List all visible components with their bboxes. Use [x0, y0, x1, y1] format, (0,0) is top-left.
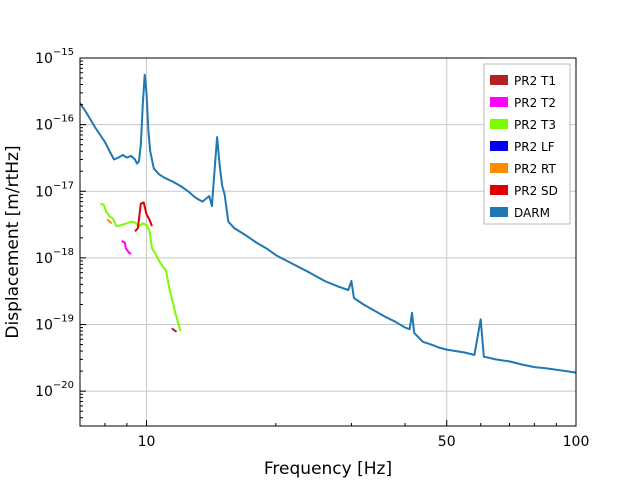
series-line-darm: [79, 73, 577, 374]
y-tick-base: 10: [35, 251, 53, 267]
y-tick-label: 10−17: [35, 180, 74, 200]
y-tick-base: 10: [35, 51, 53, 67]
legend-label: PR2 T3: [514, 118, 556, 132]
legend-label: PR2 LF: [514, 140, 555, 154]
y-tick-base: 10: [35, 384, 53, 400]
y-tick-base: 10: [35, 184, 53, 200]
y-tick-base: 10: [35, 118, 53, 134]
series-line-pr2-t2: [121, 240, 132, 255]
series-line-pr2-t1: [171, 327, 178, 333]
plot-frame: [79, 57, 577, 427]
y-tick-exponent: −17: [53, 180, 74, 191]
y-tick-label: 10−18: [35, 247, 74, 267]
x-tick-label: 100: [563, 434, 590, 450]
y-tick-label: 10−19: [35, 314, 74, 334]
legend-swatch: [490, 163, 508, 173]
y-tick-label: 10−20: [35, 380, 74, 400]
y-axis-title: Displacement [m/rtHz]: [3, 145, 23, 338]
y-tick-exponent: −15: [53, 47, 74, 58]
x-tick-label: 10: [138, 434, 156, 450]
series-group: [79, 73, 577, 374]
y-tick-exponent: −18: [53, 247, 74, 258]
legend-swatch: [490, 185, 508, 195]
legend-swatch: [490, 75, 508, 85]
legend-swatch: [490, 207, 508, 217]
series-line-pr2-sd: [134, 201, 153, 233]
y-tick-label: 10−15: [35, 47, 74, 67]
legend-swatch: [490, 97, 508, 107]
legend-label: PR2 T2: [514, 96, 556, 110]
legend-label: PR2 T1: [514, 74, 556, 88]
legend: PR2 T1 PR2 T2 PR2 T3 PR2 LF PR2 RT PR2 SD DARM: [483, 63, 571, 225]
y-tick-exponent: −19: [53, 314, 74, 325]
y-tick-exponent: −20: [53, 380, 74, 391]
legend-label: PR2 RT: [514, 162, 556, 176]
legend-swatch: [490, 119, 508, 129]
ticks: [79, 57, 577, 426]
legend-label: DARM: [514, 206, 550, 220]
series-line-pr2-rt: [106, 218, 113, 225]
y-tick-base: 10: [35, 318, 53, 334]
series-line-pr2-t3: [99, 202, 182, 332]
y-tick-exponent: −16: [53, 114, 74, 125]
x-tick-label: 50: [438, 434, 456, 450]
legend-swatch: [490, 141, 508, 151]
x-axis-title: Frequency [Hz]: [264, 459, 392, 479]
legend-label: PR2 SD: [514, 184, 558, 198]
y-tick-label: 10−16: [35, 114, 74, 134]
